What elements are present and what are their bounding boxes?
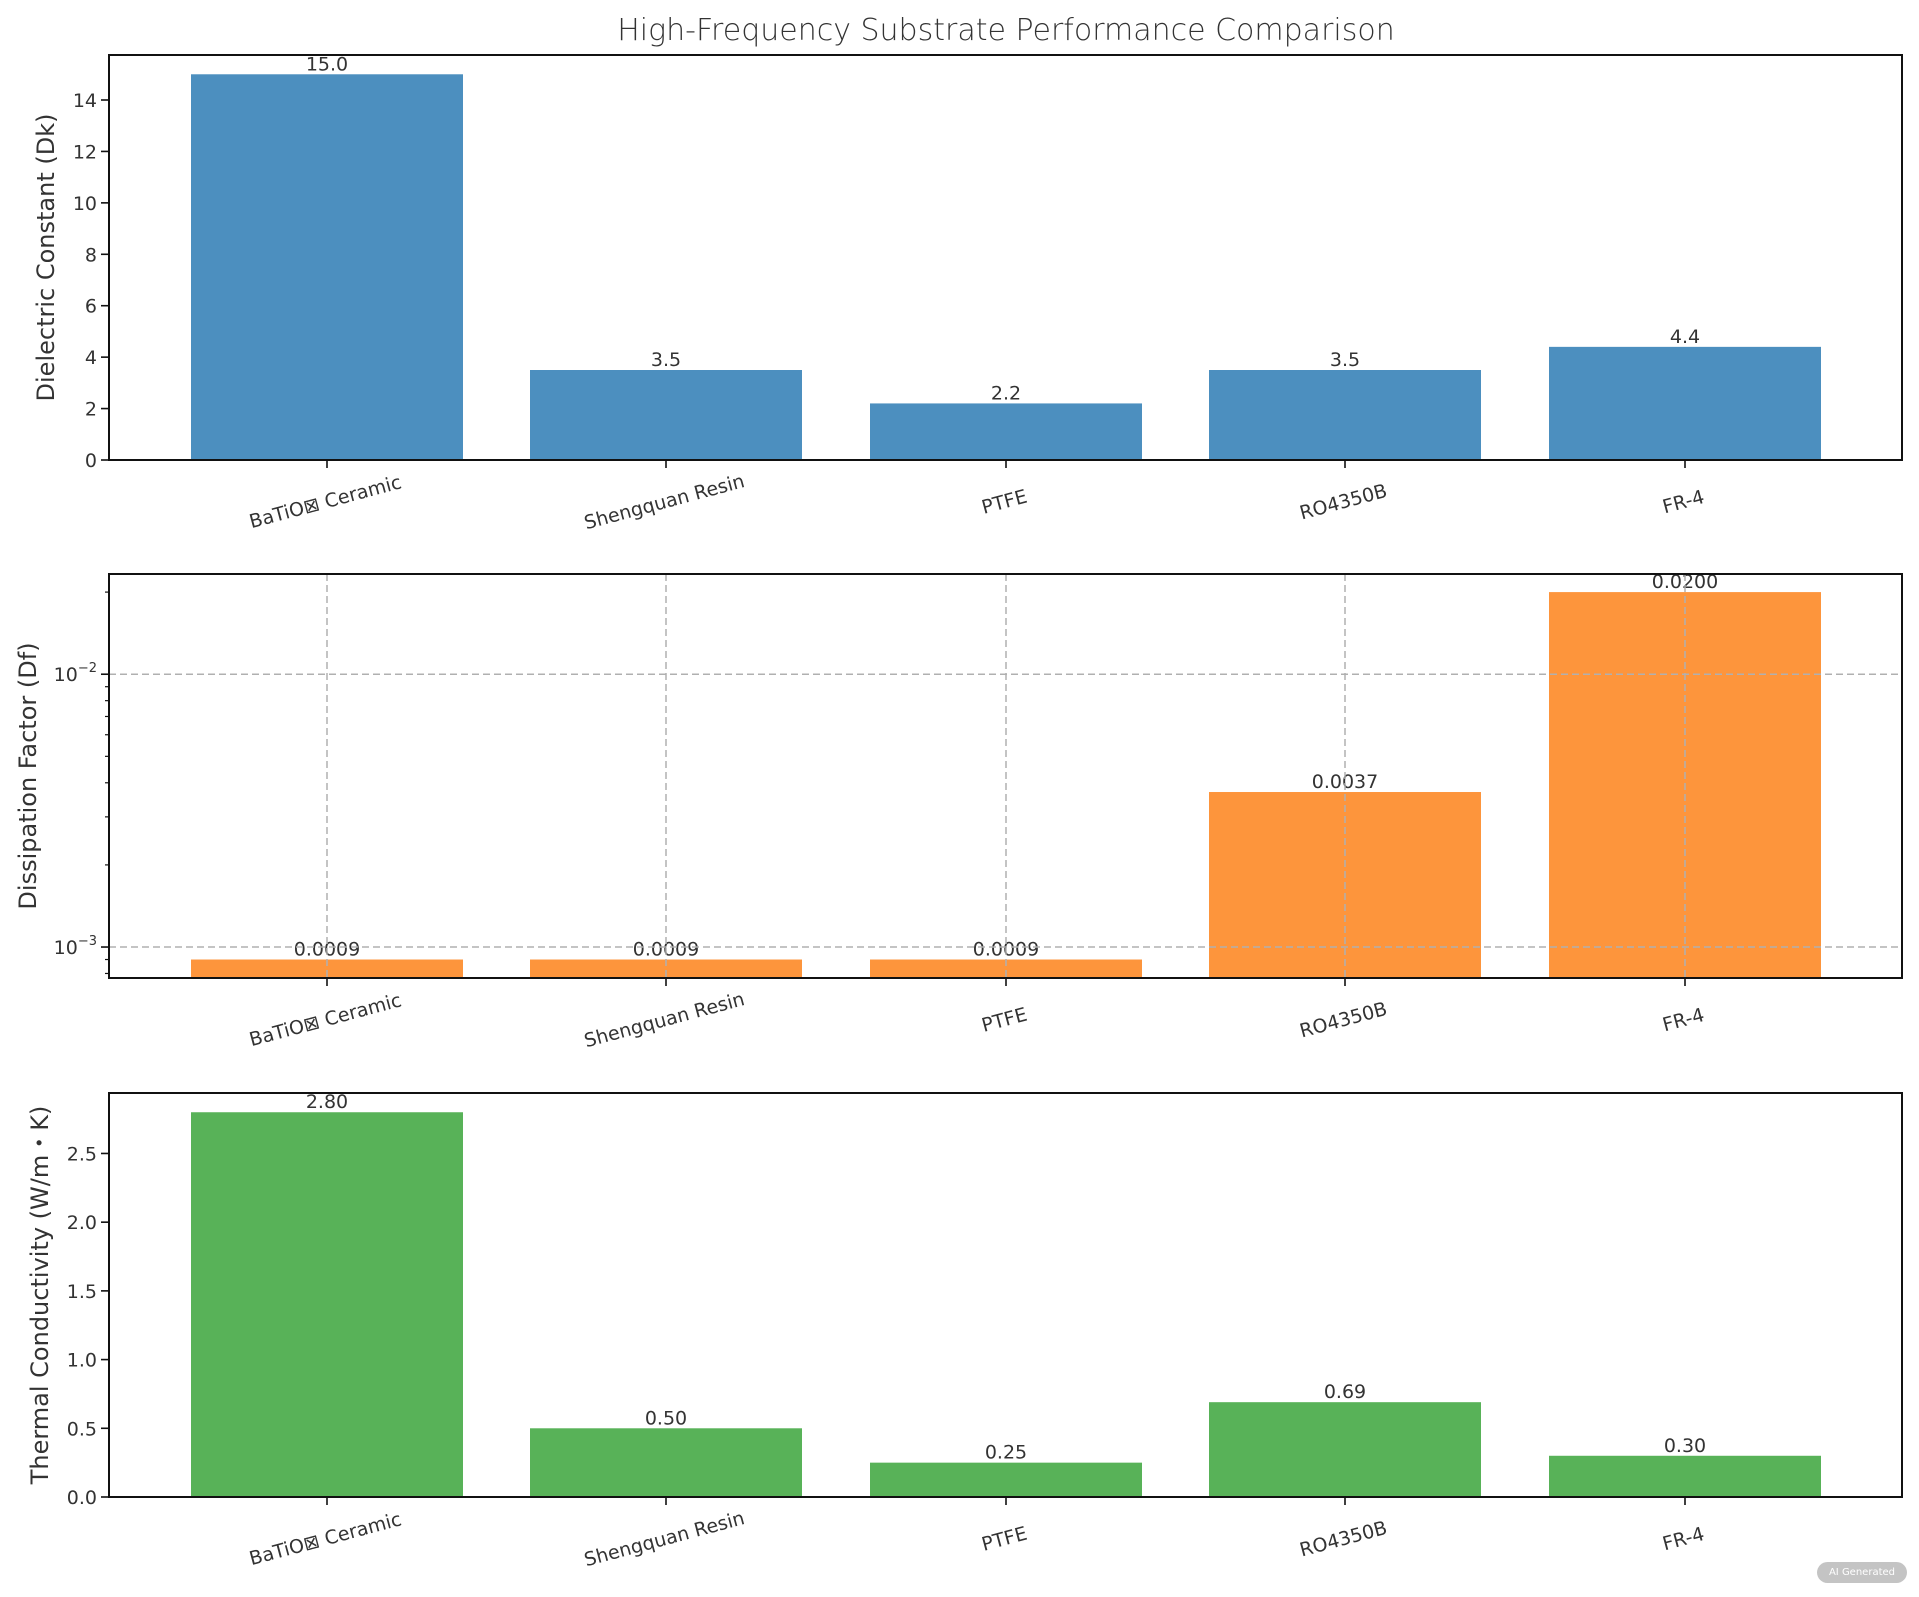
y-tick-label: 12	[73, 141, 97, 163]
chart-title: High-Frequency Substrate Performance Com…	[617, 13, 1394, 48]
bar	[1549, 346, 1821, 460]
ai-generated-watermark: AI Generated	[1816, 1562, 1907, 1583]
y-tick-label: 10−2	[54, 661, 97, 686]
y-tick-label: 4	[85, 347, 97, 369]
subplot-1: 15.0 3.5 2.2 3.5 4.4 0 2 4 6 8 10 12 14 BaTiO⊠ Cerami…	[32, 53, 1903, 534]
data-label: 15.0	[306, 53, 348, 75]
y-tick-label: 10−3	[54, 934, 97, 959]
bar	[870, 959, 1142, 978]
bar	[530, 1428, 802, 1497]
bar	[1549, 1455, 1821, 1497]
data-label: 2.80	[306, 1091, 348, 1113]
data-label: 0.0037	[1312, 771, 1378, 793]
bar	[870, 403, 1142, 460]
data-label: 3.5	[1330, 349, 1360, 371]
subplot-3: 2.80 0.50 0.25 0.69 0.30 0.0 0.5 1.0 1.5 2.0 2.5 Ba…	[26, 1091, 1903, 1571]
x-tick-label: RO4350B	[1297, 998, 1389, 1042]
data-label: 0.69	[1324, 1381, 1366, 1403]
bar	[1209, 370, 1481, 460]
y-tick-label: 2.5	[67, 1143, 97, 1165]
bar	[191, 1112, 463, 1497]
x-tick-label: BaTiO⊠ Ceramic	[247, 471, 404, 533]
bar	[530, 370, 802, 460]
x-tick-label: RO4350B	[1297, 1517, 1389, 1561]
x-tick-label: Shengquan Resin	[582, 988, 747, 1052]
bar	[191, 74, 463, 461]
y-tick-label: 0.5	[67, 1418, 97, 1440]
x-tick-label: FR-4	[1660, 1004, 1707, 1036]
bar	[1209, 1402, 1481, 1497]
data-label: 4.4	[1670, 326, 1700, 348]
y-tick-label: 2.0	[67, 1212, 97, 1234]
y-tick-label: 10	[73, 193, 97, 215]
y-tick-label: 1.0	[67, 1350, 97, 1372]
y-axis-label: Dielectric Constant (Dk)	[32, 114, 60, 402]
data-label: 0.25	[985, 1442, 1027, 1464]
x-tick-label: BaTiO⊠ Ceramic	[247, 1508, 404, 1570]
x-tick-label: Shengquan Resin	[582, 1507, 747, 1571]
y-tick-label: 2	[85, 399, 97, 421]
x-tick-label: PTFE	[979, 1004, 1029, 1037]
subplot-2: 0.0009 0.0009 0.00090.00370.020010−310−2Ba…	[14, 571, 1903, 1052]
data-label: 0.30	[1664, 1435, 1706, 1457]
y-axis-label: Thermal Conductivity (W/m・K)	[26, 1106, 54, 1486]
x-tick-label: PTFE	[979, 486, 1029, 519]
data-label: 2.2	[991, 382, 1021, 404]
data-label: 3.5	[651, 349, 681, 371]
x-tick-label: FR-4	[1660, 1523, 1707, 1555]
bar	[191, 959, 463, 978]
y-tick-label: 0.0	[67, 1487, 97, 1509]
y-tick-label: 8	[85, 244, 97, 266]
x-tick-label: FR-4	[1660, 486, 1707, 518]
data-label: 0.0200	[1652, 571, 1718, 593]
bar	[530, 959, 802, 978]
y-tick-label: 6	[85, 296, 97, 318]
x-tick-label: BaTiO⊠ Ceramic	[247, 989, 404, 1051]
y-tick-label: 1.5	[67, 1281, 97, 1303]
bar	[870, 1462, 1142, 1497]
data-label: 0.50	[645, 1407, 687, 1429]
y-tick-label: 0	[85, 450, 97, 472]
x-tick-label: PTFE	[979, 1523, 1029, 1556]
x-tick-label: RO4350B	[1297, 480, 1389, 524]
y-axis-label: Dissipation Factor (Df)	[14, 642, 42, 909]
x-tick-label: Shengquan Resin	[582, 470, 747, 534]
y-tick-label: 14	[73, 90, 97, 112]
